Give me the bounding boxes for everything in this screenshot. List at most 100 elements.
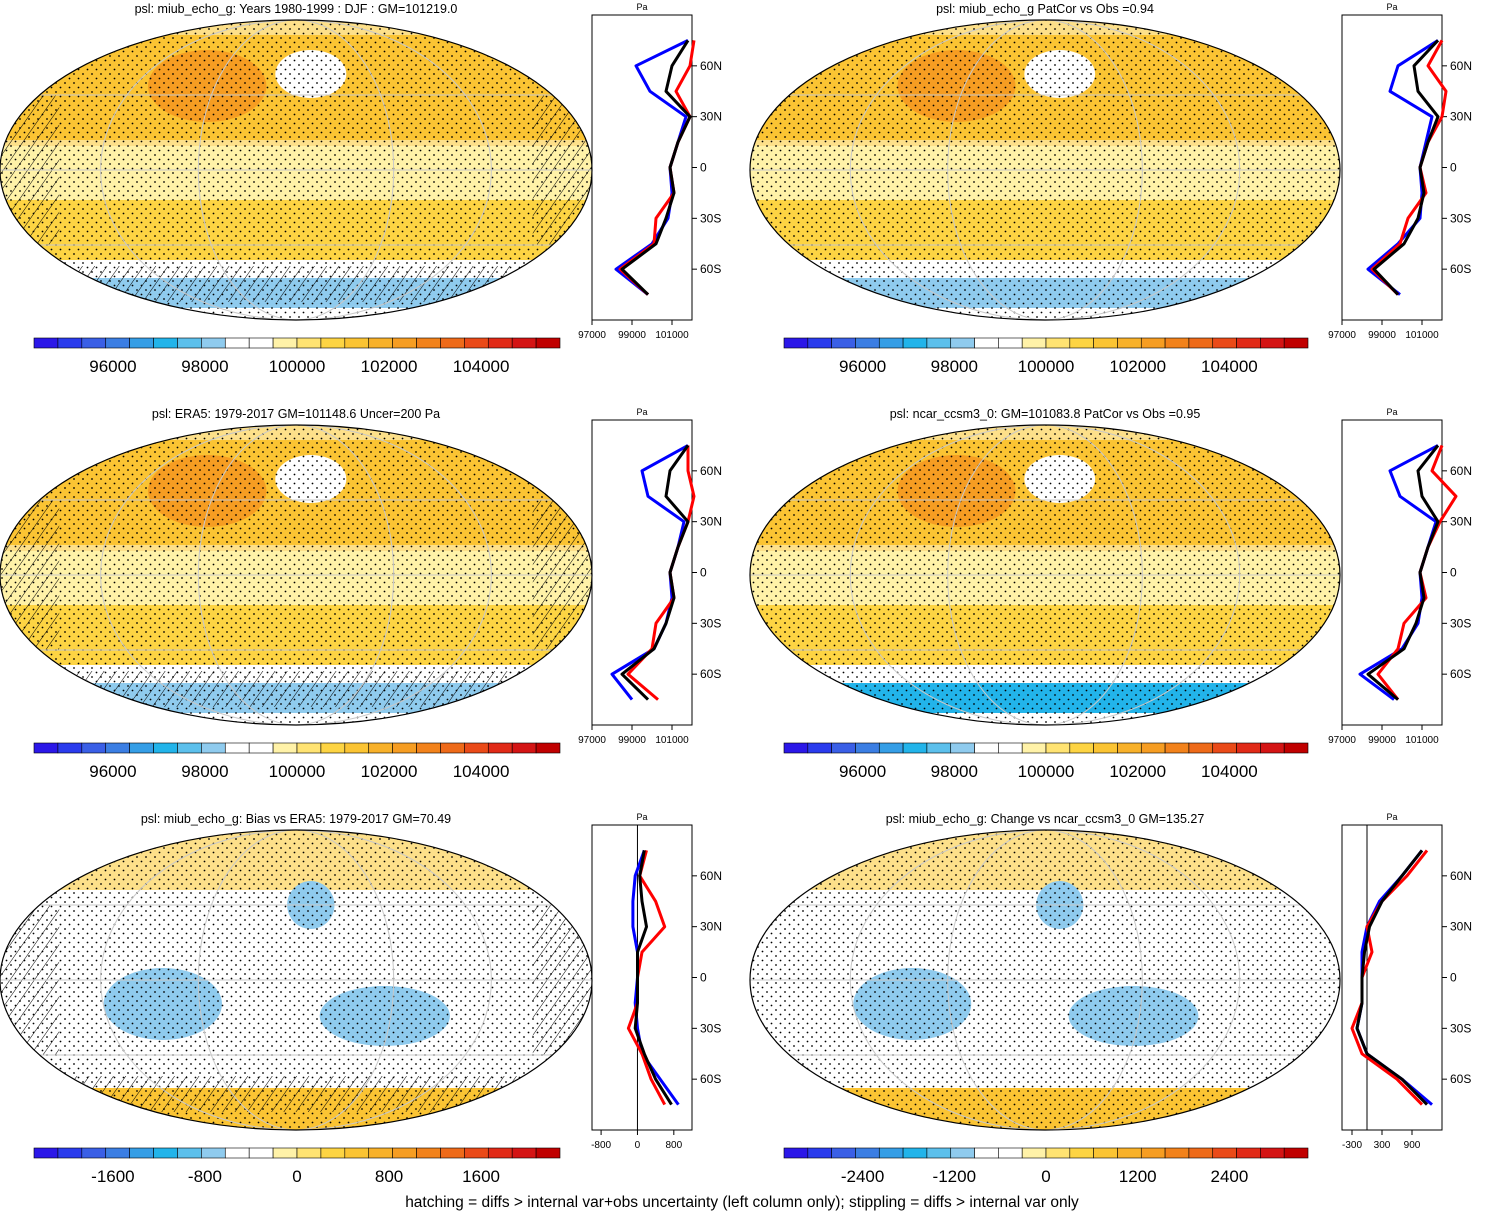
profile-frame (591, 419, 693, 726)
colorbar-cell (487, 742, 513, 754)
colorbar-cell (1021, 742, 1047, 754)
colorbar-cell (368, 337, 393, 349)
colorbar-cell (1236, 742, 1261, 754)
colorbar-cell (201, 742, 226, 754)
panel-title: psl: ncar_ccsm3_0: GM=101083.8 PatCor vs… (890, 407, 1201, 421)
colorbar-cell (440, 1147, 465, 1159)
colorbar-cell (831, 337, 856, 349)
colorbar-cell (1283, 337, 1309, 349)
value-tick-label: 99000 (618, 330, 646, 341)
colorbar-cell (320, 742, 346, 754)
chart-panel-4: psl: ncar_ccsm3_0: GM=101083.8 PatCor vs… (749, 407, 1472, 781)
profile-series-line (620, 444, 690, 701)
lat-tick-label: 30N (1450, 110, 1472, 124)
colorbar-cell (1164, 337, 1190, 349)
lat-tick-label: 60N (1450, 464, 1472, 478)
profile-series-line (620, 39, 692, 296)
colorbar-cell (392, 742, 417, 754)
colorbar-cell (177, 1147, 202, 1159)
colorbar-cell (535, 742, 561, 754)
colorbar-cell (1212, 337, 1237, 349)
colorbar-cell (1140, 742, 1166, 754)
colorbar-cell (296, 337, 322, 349)
map-outline (749, 829, 1341, 1131)
zonal-profile: Pa 60N 30N 0 30S 60S 97000 99000 101000 (578, 2, 722, 341)
value-tick-label: 97000 (1328, 735, 1356, 746)
colorbar-cell (129, 742, 154, 754)
colorbar-cell (105, 337, 130, 349)
colorbar-label: 98000 (181, 762, 228, 781)
lat-tick-label: 0 (1450, 971, 1457, 985)
colorbar-label: 100000 (269, 762, 326, 781)
profile-series-line (614, 39, 689, 296)
colorbar-cell (224, 337, 250, 349)
colorbar-cell (368, 1147, 393, 1159)
lat-tick-label: 30N (1450, 920, 1472, 934)
panel-title: psl: miub_echo_g: Change vs ncar_ccsm3_0… (886, 812, 1205, 826)
colorbar-cell (855, 337, 880, 349)
colorbar-cell (1140, 1147, 1166, 1159)
colorbar-cell (831, 742, 856, 754)
lat-tick-label: 0 (700, 566, 707, 580)
profile-unit-label: Pa (636, 2, 647, 12)
colorbar-cell (105, 742, 130, 754)
colorbar-cell (1117, 742, 1142, 754)
colorbar-label: 100000 (269, 357, 326, 376)
colorbar-cell (1045, 742, 1071, 754)
value-tick-label: 97000 (1328, 330, 1356, 341)
colorbar-cell (511, 337, 537, 349)
lat-tick-label: 60N (700, 464, 722, 478)
colorbar-cell (783, 742, 809, 754)
colorbar-cell (1188, 742, 1214, 754)
lat-tick-label: 30S (1450, 1021, 1471, 1035)
colorbar-cell (998, 742, 1023, 754)
profile-unit-label: Pa (636, 407, 647, 417)
profile-frame (1341, 419, 1443, 726)
chart-panel-5: psl: miub_echo_g: Bias vs ERA5: 1979-201… (0, 812, 722, 1186)
colorbar-cell (201, 337, 226, 349)
colorbar-cell (296, 1147, 322, 1159)
colorbar-cell (57, 337, 83, 349)
colorbar-cell (224, 742, 250, 754)
footer-note: hatching = diffs > internal var+obs unce… (405, 1194, 1079, 1211)
chart-panel-3: psl: ERA5: 1979-2017 GM=101148.6 Uncer=2… (0, 407, 722, 781)
map-field (750, 830, 1340, 1130)
colorbar-label: -2400 (841, 1167, 884, 1186)
map-field (750, 425, 1340, 725)
colorbar-cell (344, 1147, 370, 1159)
value-tick-label: 97000 (578, 330, 606, 341)
colorbar-cell (831, 1147, 856, 1159)
colorbar-label: 96000 (89, 762, 136, 781)
colorbar-label: 102000 (1109, 762, 1166, 781)
chart-panel-1: psl: miub_echo_g: Years 1980-1999 : DJF … (0, 2, 722, 376)
value-tick-label: 97000 (578, 735, 606, 746)
map-outline (749, 424, 1341, 726)
colorbar-cell (974, 742, 999, 754)
colorbar-cell (783, 1147, 809, 1159)
colorbar-cell (1069, 1147, 1094, 1159)
colorbar-cell (33, 742, 59, 754)
panel-title: psl: miub_echo_g PatCor vs Obs =0.94 (936, 2, 1154, 16)
colorbar-cell (177, 337, 202, 349)
colorbar-cell (511, 742, 537, 754)
profile-series-line (1358, 444, 1439, 701)
colorbar-cell (878, 1147, 904, 1159)
colorbar-cell (296, 742, 322, 754)
colorbar-cell (464, 1147, 489, 1159)
value-tick-label: -800 (591, 1140, 611, 1151)
colorbar-cell (950, 742, 975, 754)
colorbar-cell (807, 742, 832, 754)
colorbar-cell (368, 742, 393, 754)
zonal-profile: Pa 60N 30N 0 30S 60S 97000 99000 101000 (578, 407, 722, 746)
colorbar-cell (440, 337, 465, 349)
zonal-profile: Pa 60N 30N 0 30S 60S -800 0 800 (591, 812, 722, 1151)
colorbar-cell (974, 1147, 999, 1159)
colorbar-cell (129, 1147, 154, 1159)
colorbar-cell (1260, 337, 1285, 349)
value-tick-label: 0 (635, 1140, 641, 1151)
colorbar-cell (902, 1147, 928, 1159)
colorbar-cell (974, 337, 999, 349)
chart-panel-6: psl: miub_echo_g: Change vs ncar_ccsm3_0… (749, 812, 1472, 1186)
map-outline (749, 19, 1341, 321)
